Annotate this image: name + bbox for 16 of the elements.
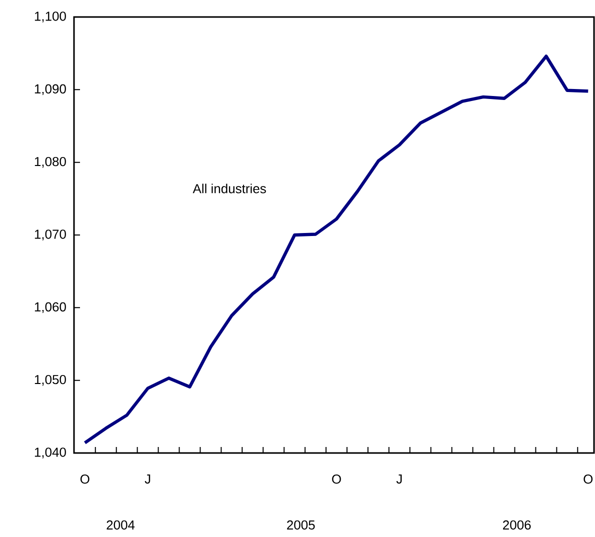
y-tick-label: 1,100	[34, 12, 66, 22]
text: 2006	[503, 520, 531, 530]
x-tick-label: O	[80, 474, 90, 484]
y-tick-label: 1,080	[34, 156, 66, 168]
y-tick-label: 1,060	[34, 302, 66, 314]
x-tick-label: J	[396, 474, 402, 484]
text: All industries	[192, 184, 266, 194]
y-tick-label: 1,050	[34, 374, 66, 386]
x-tick-label: J	[144, 474, 150, 484]
x-tick-label: O	[332, 474, 341, 484]
y-tick-label: 1,070	[34, 230, 66, 240]
y-tick-label: 1,090	[34, 84, 66, 96]
text: 2004	[106, 520, 135, 530]
text: 2005	[287, 520, 315, 530]
x-tick-label: O	[584, 474, 593, 484]
y-tick-label: 1,040	[34, 448, 66, 458]
